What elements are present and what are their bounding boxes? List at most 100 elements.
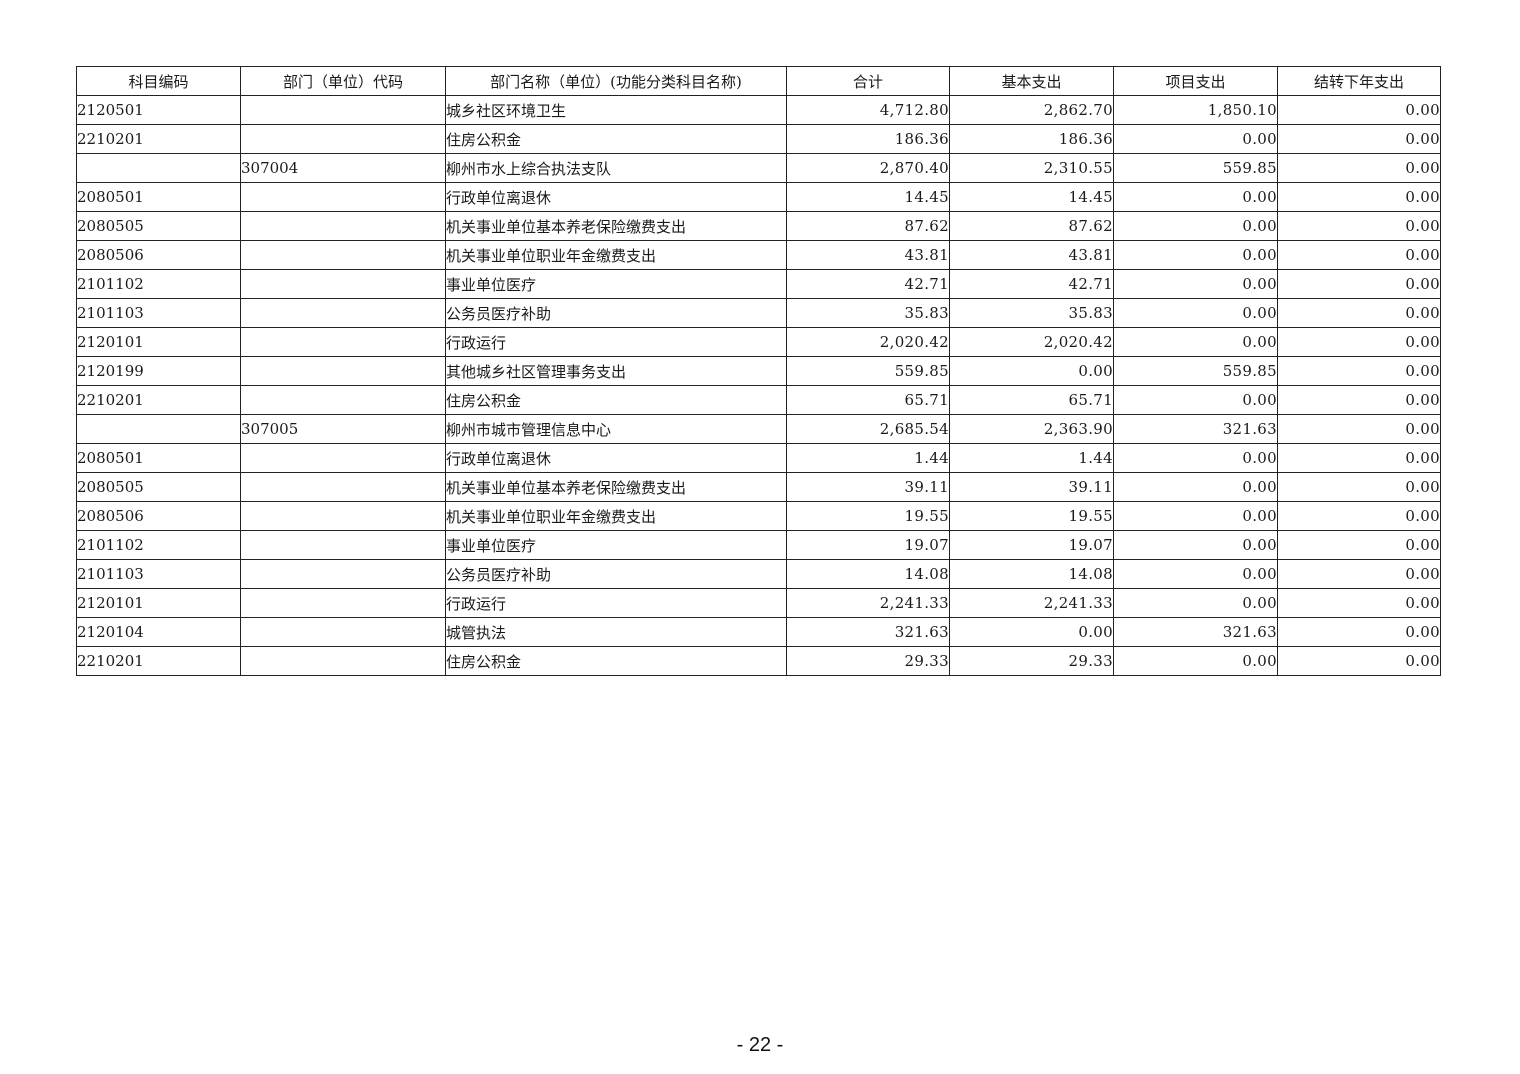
cell-total: 87.62 (786, 211, 950, 241)
cell-dept-name: 公务员医疗补助 (445, 298, 787, 328)
table-row: 2120501 城乡社区环境卫生 4,712.80 2,862.70 1,850.10 0… (76, 95, 1441, 125)
cell-project-expense: 321.63 (1113, 617, 1278, 647)
cell-dept-code (240, 211, 446, 241)
table-row: 2080506 机关事业单位职业年金缴费支出 43.81 43.81 0.00 0.00 (76, 240, 1441, 270)
cell-project-expense: 0.00 (1113, 646, 1278, 676)
cell-carryover-expense: 0.00 (1277, 443, 1441, 473)
cell-subject-code: 2101102 (76, 269, 241, 299)
cell-dept-name: 机关事业单位基本养老保险缴费支出 (445, 211, 787, 241)
cell-dept-name: 住房公积金 (445, 646, 787, 676)
cell-basic-expense: 35.83 (949, 298, 1114, 328)
cell-carryover-expense: 0.00 (1277, 588, 1441, 618)
table-row: 307005 柳州市城市管理信息中心 2,685.54 2,363.90 321.63 0… (76, 414, 1441, 444)
table-row: 2101103 公务员医疗补助 14.08 14.08 0.00 0.00 (76, 559, 1441, 589)
table-header: 科目编码 部门（单位）代码 部门名称（单位）(功能分类科目名称) 合计 基本支出 项目支出… (76, 66, 1441, 96)
header-total: 合计 (786, 66, 950, 96)
table-body: 2120501 城乡社区环境卫生 4,712.80 2,862.70 1,850.10 0… (76, 95, 1441, 676)
cell-dept-name: 柳州市城市管理信息中心 (445, 414, 787, 444)
cell-carryover-expense: 0.00 (1277, 385, 1441, 415)
cell-subject-code: 2101103 (76, 298, 241, 328)
cell-total: 43.81 (786, 240, 950, 270)
cell-dept-name: 机关事业单位基本养老保险缴费支出 (445, 472, 787, 502)
table-row: 2120101 行政运行 2,241.33 2,241.33 0.00 0.00 (76, 588, 1441, 618)
cell-dept-code (240, 356, 446, 386)
cell-project-expense: 0.00 (1113, 240, 1278, 270)
cell-basic-expense: 2,020.42 (949, 327, 1114, 357)
cell-basic-expense: 2,363.90 (949, 414, 1114, 444)
cell-subject-code: 2101102 (76, 530, 241, 560)
cell-basic-expense: 43.81 (949, 240, 1114, 270)
cell-dept-code (240, 269, 446, 299)
cell-subject-code: 2101103 (76, 559, 241, 589)
cell-total: 2,241.33 (786, 588, 950, 618)
cell-dept-code (240, 240, 446, 270)
cell-basic-expense: 2,862.70 (949, 95, 1114, 125)
cell-carryover-expense: 0.00 (1277, 501, 1441, 531)
cell-project-expense: 0.00 (1113, 269, 1278, 299)
cell-dept-name: 柳州市水上综合执法支队 (445, 153, 787, 183)
cell-basic-expense: 2,241.33 (949, 588, 1114, 618)
cell-carryover-expense: 0.00 (1277, 269, 1441, 299)
cell-carryover-expense: 0.00 (1277, 182, 1441, 212)
cell-subject-code: 2120101 (76, 588, 241, 618)
cell-dept-name: 住房公积金 (445, 124, 787, 154)
cell-basic-expense: 1.44 (949, 443, 1114, 473)
cell-basic-expense: 65.71 (949, 385, 1114, 415)
cell-basic-expense: 42.71 (949, 269, 1114, 299)
cell-basic-expense: 87.62 (949, 211, 1114, 241)
cell-subject-code: 2210201 (76, 385, 241, 415)
cell-project-expense: 0.00 (1113, 559, 1278, 589)
cell-carryover-expense: 0.00 (1277, 530, 1441, 560)
cell-dept-name: 公务员医疗补助 (445, 559, 787, 589)
table-row: 2101102 事业单位医疗 19.07 19.07 0.00 0.00 (76, 530, 1441, 560)
cell-total: 2,020.42 (786, 327, 950, 357)
cell-subject-code: 2120501 (76, 95, 241, 125)
cell-dept-code (240, 327, 446, 357)
cell-dept-name: 事业单位医疗 (445, 530, 787, 560)
table-row: 2080505 机关事业单位基本养老保险缴费支出 87.62 87.62 0.00 0.0… (76, 211, 1441, 241)
cell-dept-code (240, 298, 446, 328)
cell-dept-name: 机关事业单位职业年金缴费支出 (445, 240, 787, 270)
cell-total: 4,712.80 (786, 95, 950, 125)
cell-carryover-expense: 0.00 (1277, 240, 1441, 270)
cell-subject-code: 2080506 (76, 240, 241, 270)
header-dept-code: 部门（单位）代码 (240, 66, 446, 96)
cell-subject-code (76, 153, 241, 183)
header-row: 科目编码 部门（单位）代码 部门名称（单位）(功能分类科目名称) 合计 基本支出 项目支出… (76, 66, 1441, 96)
cell-total: 39.11 (786, 472, 950, 502)
cell-carryover-expense: 0.00 (1277, 646, 1441, 676)
cell-subject-code: 2210201 (76, 646, 241, 676)
cell-dept-code (240, 95, 446, 125)
cell-total: 2,870.40 (786, 153, 950, 183)
table-row: 2080501 行政单位离退休 14.45 14.45 0.00 0.00 (76, 182, 1441, 212)
cell-dept-code: 307005 (240, 414, 446, 444)
header-carryover-expense: 结转下年支出 (1277, 66, 1441, 96)
cell-basic-expense: 19.55 (949, 501, 1114, 531)
table-row: 2101102 事业单位医疗 42.71 42.71 0.00 0.00 (76, 269, 1441, 299)
cell-dept-name: 行政单位离退休 (445, 443, 787, 473)
cell-project-expense: 0.00 (1113, 327, 1278, 357)
cell-dept-code (240, 559, 446, 589)
cell-dept-code (240, 501, 446, 531)
cell-basic-expense: 14.45 (949, 182, 1114, 212)
cell-total: 14.45 (786, 182, 950, 212)
cell-basic-expense: 2,310.55 (949, 153, 1114, 183)
cell-dept-code (240, 385, 446, 415)
cell-total: 65.71 (786, 385, 950, 415)
cell-dept-name: 机关事业单位职业年金缴费支出 (445, 501, 787, 531)
cell-subject-code: 2080505 (76, 472, 241, 502)
table-row: 2120104 城管执法 321.63 0.00 321.63 0.00 (76, 617, 1441, 647)
cell-carryover-expense: 0.00 (1277, 559, 1441, 589)
cell-dept-code (240, 617, 446, 647)
cell-basic-expense: 0.00 (949, 356, 1114, 386)
cell-carryover-expense: 0.00 (1277, 95, 1441, 125)
cell-project-expense: 0.00 (1113, 124, 1278, 154)
cell-total: 35.83 (786, 298, 950, 328)
cell-project-expense: 0.00 (1113, 211, 1278, 241)
cell-project-expense: 0.00 (1113, 472, 1278, 502)
cell-total: 19.55 (786, 501, 950, 531)
header-basic-expense: 基本支出 (949, 66, 1114, 96)
cell-subject-code (76, 414, 241, 444)
budget-table: 科目编码 部门（单位）代码 部门名称（单位）(功能分类科目名称) 合计 基本支出 项目支出… (76, 66, 1441, 676)
cell-carryover-expense: 0.00 (1277, 617, 1441, 647)
